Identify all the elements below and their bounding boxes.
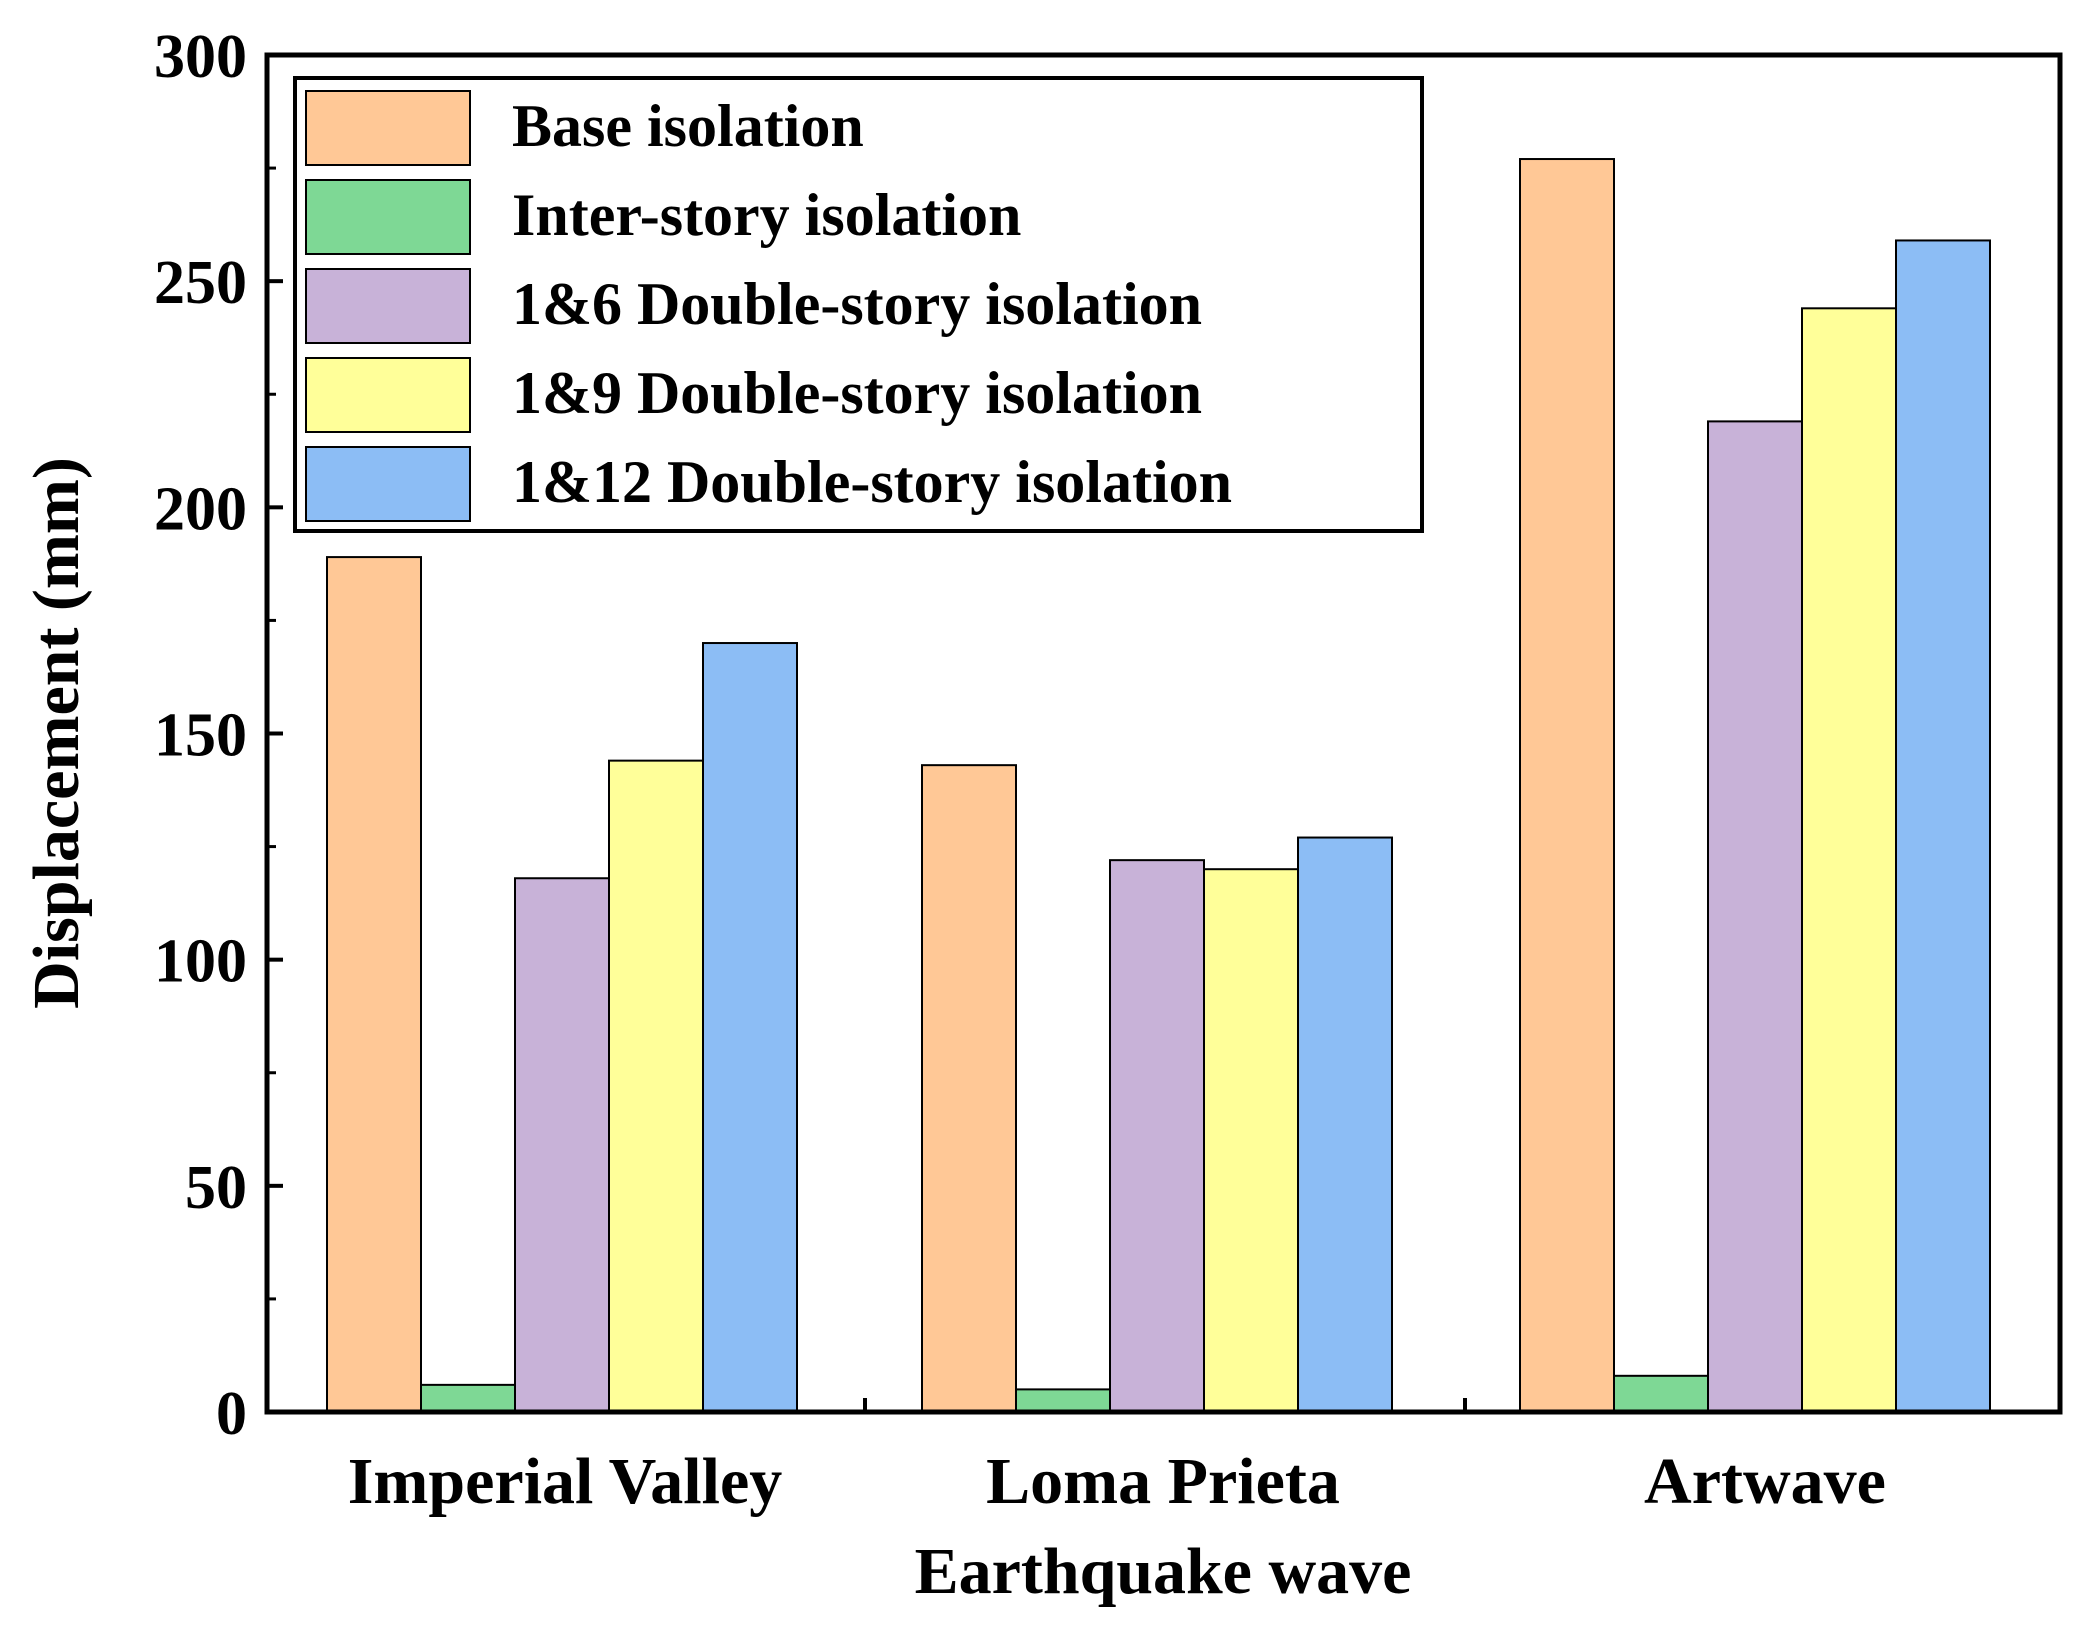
legend-label-2: 1&6 Double-story isolation [512,271,1202,337]
bar-1-0 [921,764,1017,1413]
legend-swatch-3 [305,357,471,433]
y-tick-label: 250 [154,249,247,317]
x-category-label: Loma Prieta [986,1445,1340,1518]
bar-2-3 [1801,307,1897,1414]
bar-2-0 [1519,158,1615,1414]
bar-0-4 [702,642,798,1413]
bars-group [326,158,1991,1414]
y-tick-label: 0 [216,1380,247,1448]
y-tick-label: 50 [185,1154,247,1222]
bar-0-1 [420,1383,516,1413]
legend-swatch-2 [305,268,471,344]
legend-box [293,76,1424,533]
y-tick-label: 200 [154,475,247,543]
bar-0-2 [514,877,610,1413]
bar-2-1 [1613,1374,1709,1414]
bar-1-4 [1297,836,1393,1413]
bar-1-2 [1109,859,1205,1413]
y-axis-title: Displacement (mm) [20,457,93,1009]
bar-2-4 [1895,239,1991,1413]
legend-label-1: Inter-story isolation [512,182,1021,248]
legend: Base isolation Inter-story isolation 1&6 D… [293,76,1424,533]
bar-2-2 [1707,420,1803,1413]
legend-swatch-1 [305,179,471,255]
bar-1-1 [1015,1388,1111,1413]
legend-label-3: 1&9 Double-story isolation [512,360,1202,426]
x-axis-category-labels: Imperial Valley Loma Prieta Artwave [348,1398,1886,1518]
legend-label-0: Base isolation [512,93,864,159]
bar-1-3 [1203,868,1299,1413]
x-category-label: Artwave [1644,1445,1886,1518]
bar-0-3 [608,759,704,1413]
y-tick-label: 300 [154,23,247,91]
x-axis-title: Earthquake wave [915,1535,1412,1608]
legend-swatch-4 [305,446,471,522]
x-category-label: Imperial Valley [348,1445,783,1518]
legend-swatch-0 [305,90,471,166]
y-axis-ticks: 0 50 100 150 200 250 300 [154,23,283,1448]
bar-0-0 [326,556,422,1413]
y-tick-label: 100 [154,928,247,996]
y-tick-label: 150 [154,702,247,770]
legend-label-4: 1&12 Double-story isolation [512,449,1232,515]
